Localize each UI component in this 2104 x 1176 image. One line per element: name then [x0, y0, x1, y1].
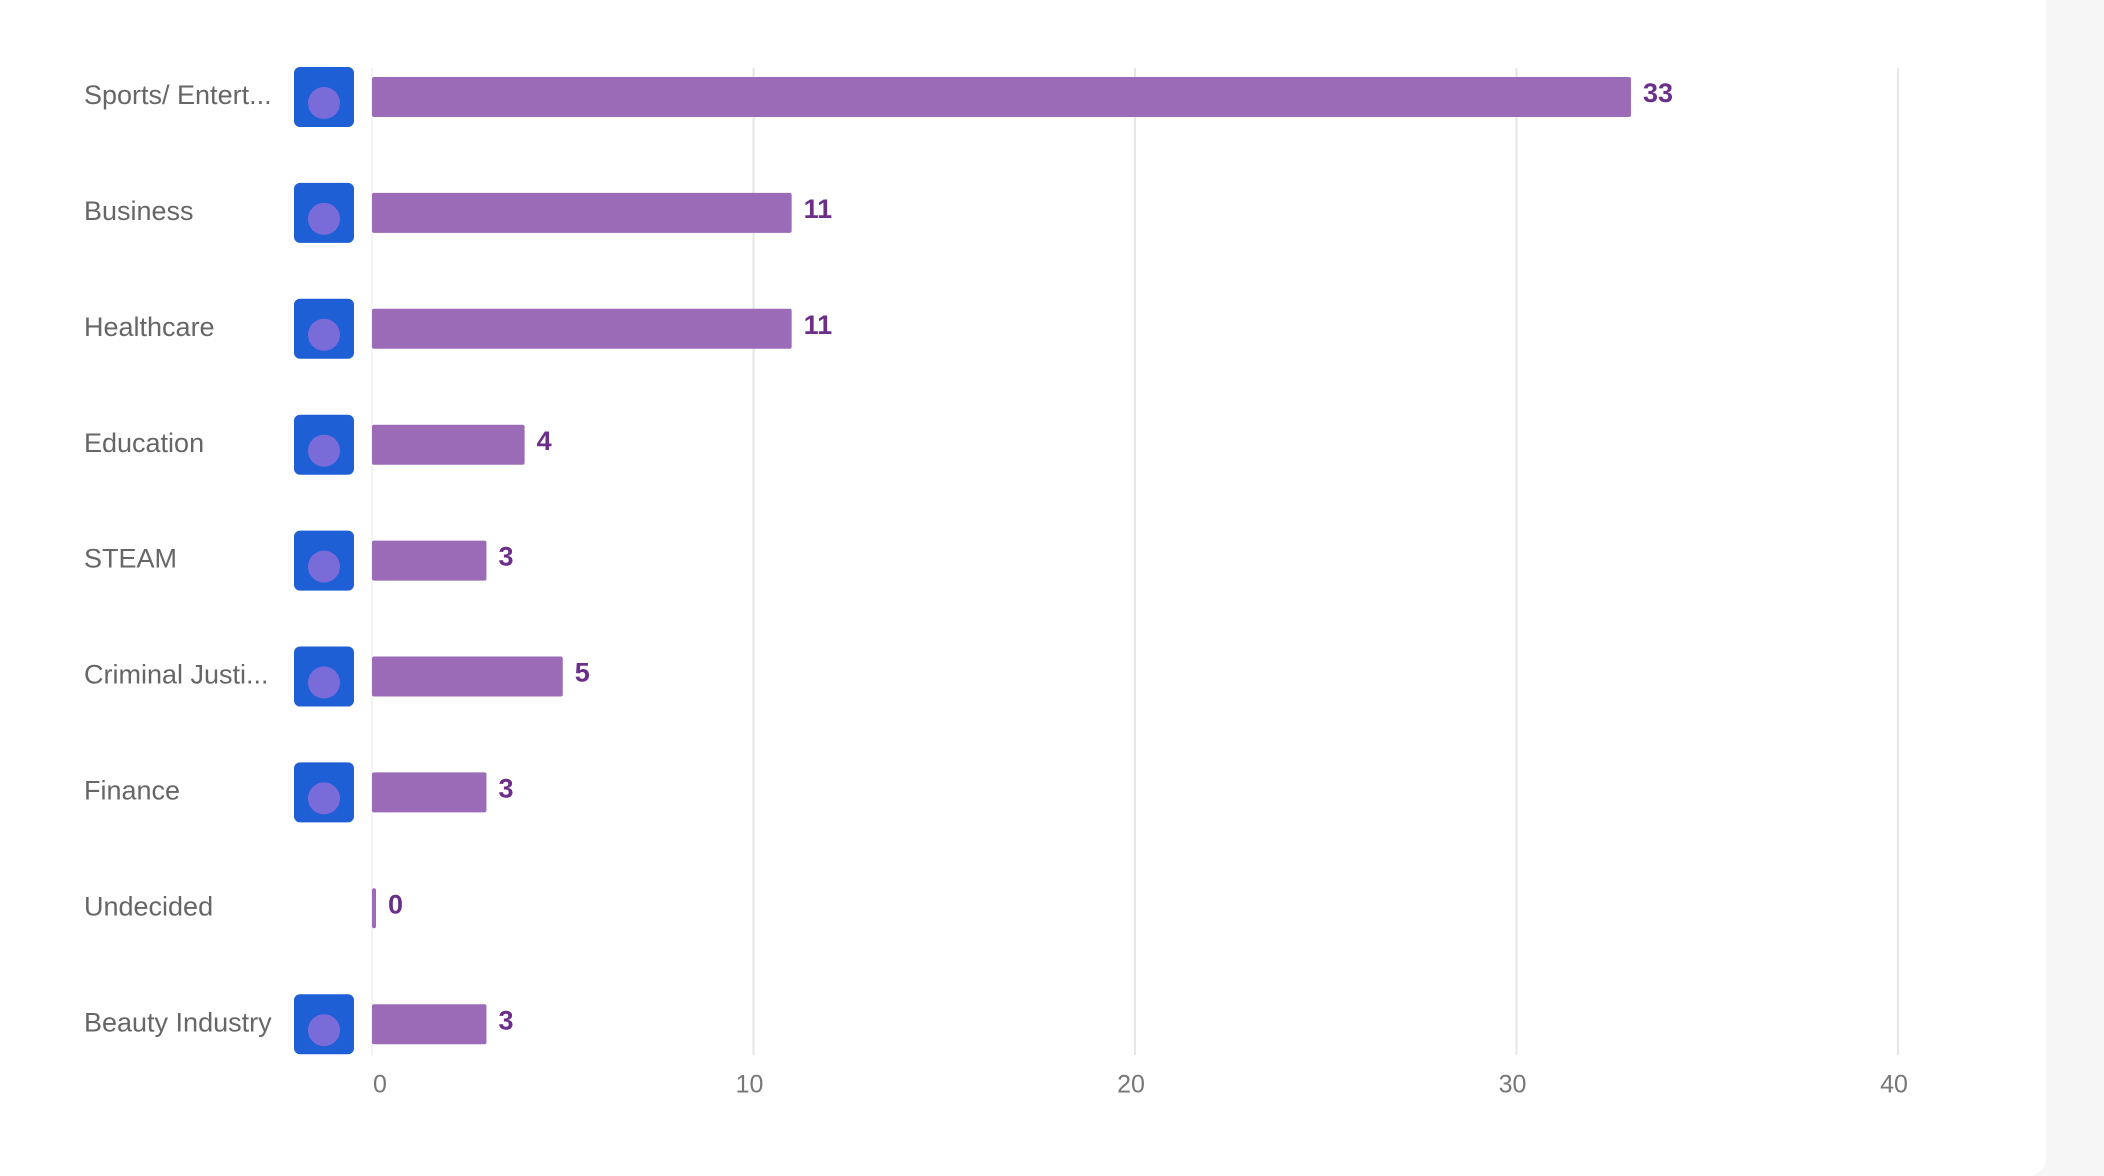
- category-icon-art: [308, 666, 340, 699]
- value-label: 4: [537, 426, 552, 456]
- bar: [372, 77, 1631, 117]
- category-icon-art: [308, 318, 340, 351]
- category-label: Education: [84, 428, 204, 458]
- category-label: Business: [84, 196, 194, 226]
- x-tick-label: 0: [373, 1071, 387, 1099]
- category-label: Healthcare: [84, 312, 215, 342]
- value-label: 3: [498, 774, 513, 804]
- category-label: Criminal Justi...: [84, 660, 269, 690]
- x-tick-label: 30: [1499, 1071, 1527, 1099]
- bar: [372, 656, 563, 697]
- value-label: 3: [498, 1005, 513, 1035]
- bar: [372, 308, 792, 349]
- value-label: 0: [388, 889, 403, 919]
- bar: [372, 540, 487, 581]
- bar: [372, 888, 376, 929]
- category-icon-art: [308, 202, 340, 235]
- bar: [372, 424, 525, 465]
- category-icon-art: [308, 434, 340, 467]
- category-icon-art: [308, 550, 340, 583]
- bar: [372, 1004, 487, 1045]
- category-label: Beauty Industry: [84, 1007, 272, 1037]
- x-tick-label: 20: [1117, 1071, 1145, 1099]
- category-label: Finance: [84, 776, 180, 806]
- category-icon-art: [308, 87, 340, 119]
- value-label: 3: [498, 542, 513, 572]
- bar: [372, 772, 487, 813]
- category-icon-art: [308, 1014, 340, 1047]
- category-label: STEAM: [84, 544, 177, 574]
- category-label: Undecided: [84, 891, 213, 921]
- value-label: 5: [575, 658, 590, 688]
- x-tick-label: 10: [736, 1071, 764, 1099]
- value-label: 11: [804, 194, 833, 224]
- category-icon-art: [308, 782, 340, 815]
- value-label: 11: [804, 310, 833, 340]
- value-label: 33: [1643, 78, 1673, 108]
- bar: [372, 192, 792, 233]
- category-label: Sports/ Entert...: [84, 80, 272, 110]
- x-tick-label: 40: [1880, 1071, 1908, 1099]
